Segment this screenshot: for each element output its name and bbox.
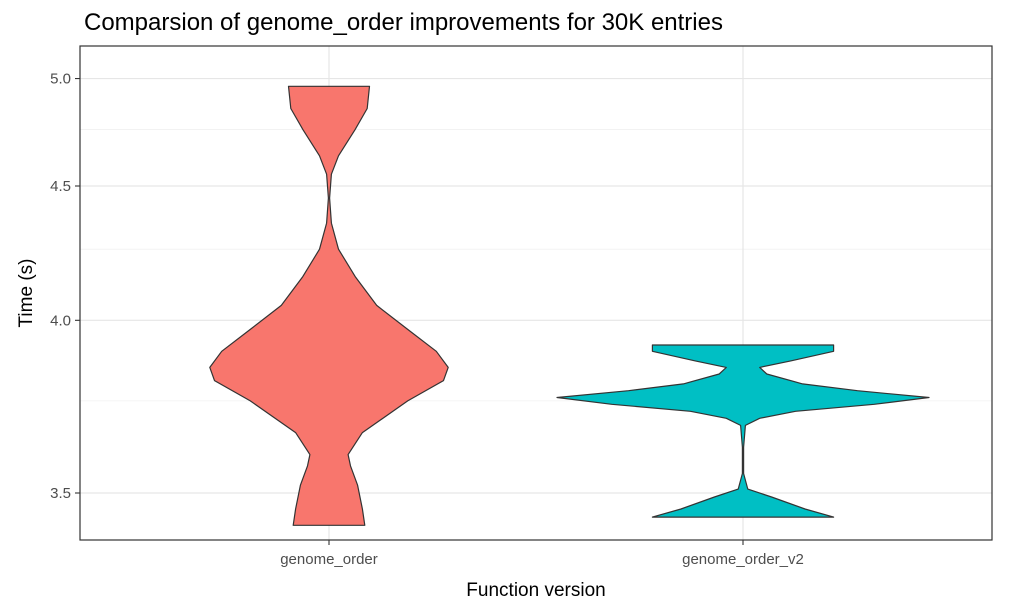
grid-lines [80, 46, 992, 540]
x-tick-label: genome_order [280, 551, 378, 568]
y-tick-label: 5.0 [50, 71, 71, 88]
violin-genome-order [209, 85, 449, 526]
x-tick-label: genome_order_v2 [682, 551, 804, 568]
violin-layer [209, 85, 930, 526]
violin-genome-order-v2 [556, 344, 930, 518]
x-axis-title: Function version [466, 580, 605, 601]
y-axis-title: Time (s) [16, 259, 37, 328]
axis-ticks: 3.5 4.0 4.5 5.0 genome_order genome_order_v2 [50, 71, 804, 568]
y-tick-label: 4.0 [50, 312, 71, 329]
plot-panel [79, 45, 993, 541]
y-tick-label: 4.5 [50, 178, 71, 195]
chart-title: Comparsion of genome_order improvements … [84, 9, 723, 36]
y-tick-label: 3.5 [50, 485, 71, 502]
